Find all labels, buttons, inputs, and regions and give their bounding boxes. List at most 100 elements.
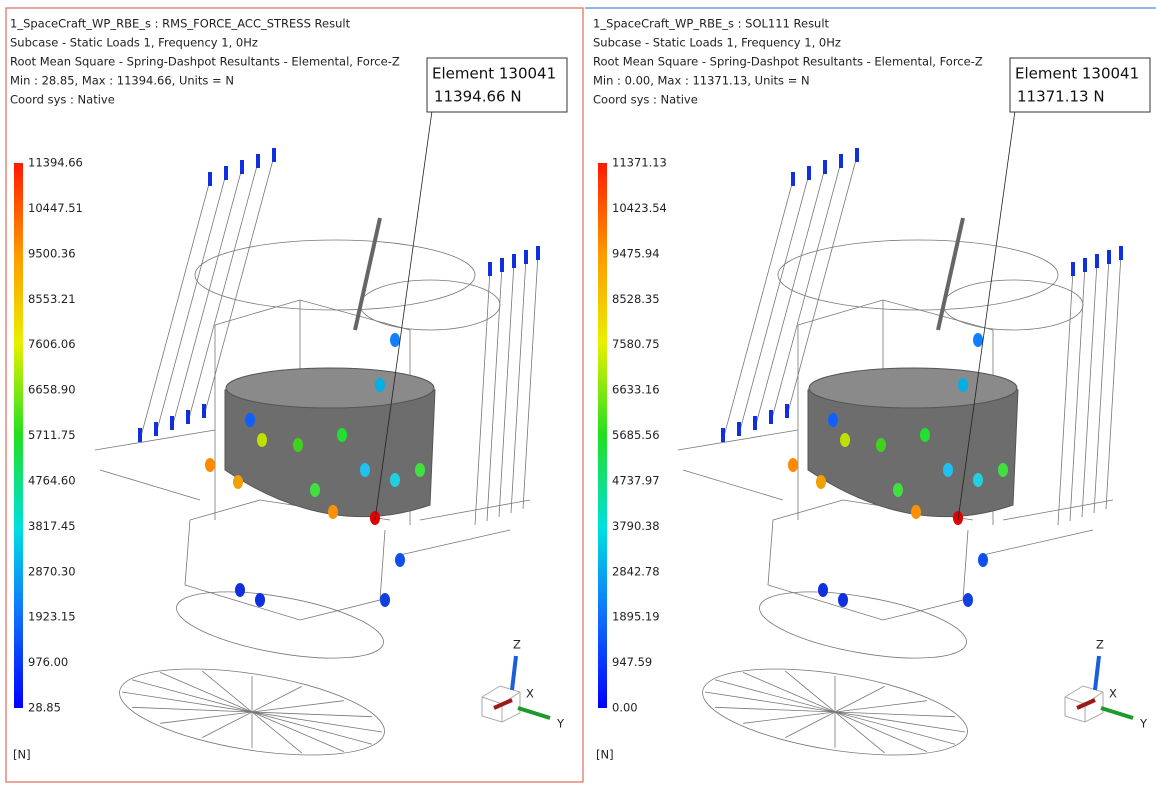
result-marker [255,593,265,607]
panel-marker [488,262,492,276]
panel-marker [202,404,206,418]
result-marker [415,463,425,477]
panel-marker [753,416,757,430]
legend-label: 5685.56 [612,428,660,442]
result-marker [978,553,988,567]
result-marker [893,483,903,497]
color-bar [14,163,23,708]
legend-label: 4737.97 [612,473,660,487]
panel-marker [536,246,540,260]
result-marker [233,475,243,489]
panel-marker [1071,262,1075,276]
result-marker [840,433,850,447]
legend-label: 9500.36 [28,246,76,260]
legend-label: 5711.75 [28,428,76,442]
axis-triad: ZXY [1065,638,1148,731]
panel-marker [500,258,504,272]
panel-marker [524,250,528,264]
panel-marker [807,166,811,180]
panel-rail [156,174,226,434]
result-marker [337,428,347,442]
result-marker [958,378,968,392]
result-marker [876,438,886,452]
legend-label: 4764.60 [28,473,76,487]
drum-top [809,368,1017,408]
triad-x-label: X [526,687,534,701]
panel-marker [224,166,228,180]
legend-label: 1895.19 [612,610,660,624]
legend-label: 6658.90 [28,383,76,397]
triad-z-label: Z [1096,638,1104,652]
legend-label: 9475.94 [612,246,660,260]
result-marker [395,553,405,567]
legend-label: 7580.75 [612,337,660,351]
result-marker [911,505,921,519]
result-marker [257,433,267,447]
panel-marker [791,172,795,186]
result-marker [380,593,390,607]
panel-marker [256,154,260,168]
result-marker [293,438,303,452]
legend-label: 8528.35 [612,292,660,306]
panel-rail [499,262,514,517]
result-marker [973,333,983,347]
result-marker [963,593,973,607]
legend-label: 11371.13 [612,156,667,170]
panel-marker [138,428,142,442]
panel-marker [170,416,174,430]
result-header-line: Root Mean Square - Spring-Dashpot Result… [593,55,983,69]
model [678,148,1123,770]
legend-label: 8553.21 [28,292,76,306]
triad-y [1101,708,1133,718]
result-marker [328,505,338,519]
result-viewport: 1_SpaceCraft_WP_RBE_s : SOL111 ResultSub… [593,17,1150,771]
result-marker [788,458,798,472]
panel-marker [839,154,843,168]
panel-marker [154,422,158,436]
result-header-line: Min : 0.00, Max : 11371.13, Units = N [593,74,810,88]
result-header-line: Subcase - Static Loads 1, Frequency 1, 0… [10,36,258,50]
legend-units: [N] [13,748,31,762]
panel-rail [723,180,793,440]
panel-rail [1082,262,1097,517]
result-marker [818,583,828,597]
panel-marker [737,422,741,436]
panel-rail [487,266,502,521]
result-header-line: Root Mean Square - Spring-Dashpot Result… [10,55,400,69]
result-marker [360,463,370,477]
panel-marker [240,160,244,174]
legend-label: 11394.66 [28,156,83,170]
panel-marker [272,148,276,162]
callout-value: 11371.13 N [1017,88,1105,106]
panel-marker [1107,250,1111,264]
result-header-line: Min : 28.85, Max : 11394.66, Units = N [10,74,234,88]
panel-marker [785,404,789,418]
panel-rail [475,270,490,525]
result-marker [828,413,838,427]
panel-marker [208,172,212,186]
legend-label: 6633.16 [612,383,660,397]
result-header-line: Coord sys : Native [593,93,698,107]
legend-label: 28.85 [28,701,61,715]
top-dish-2 [360,280,500,330]
panel-marker [721,428,725,442]
mast [355,218,380,330]
triad-x-label: X [1109,687,1117,701]
legend-label: 0.00 [612,701,638,715]
result-marker [375,378,385,392]
color-bar [598,163,607,708]
legend-label: 947.59 [612,655,652,669]
legend-label: 2870.30 [28,564,76,578]
triad-y-label: Y [556,717,565,731]
panel-marker [1083,258,1087,272]
panel-rail [140,180,210,440]
panel-rail [1070,266,1085,521]
triad-z [512,656,516,690]
mast [938,218,963,330]
model [95,148,540,770]
legend-label: 1923.15 [28,610,76,624]
ring [755,579,972,671]
panel-rail [1106,254,1121,509]
callout-element: Element 130041 [432,65,556,83]
top-dish [778,240,1058,310]
